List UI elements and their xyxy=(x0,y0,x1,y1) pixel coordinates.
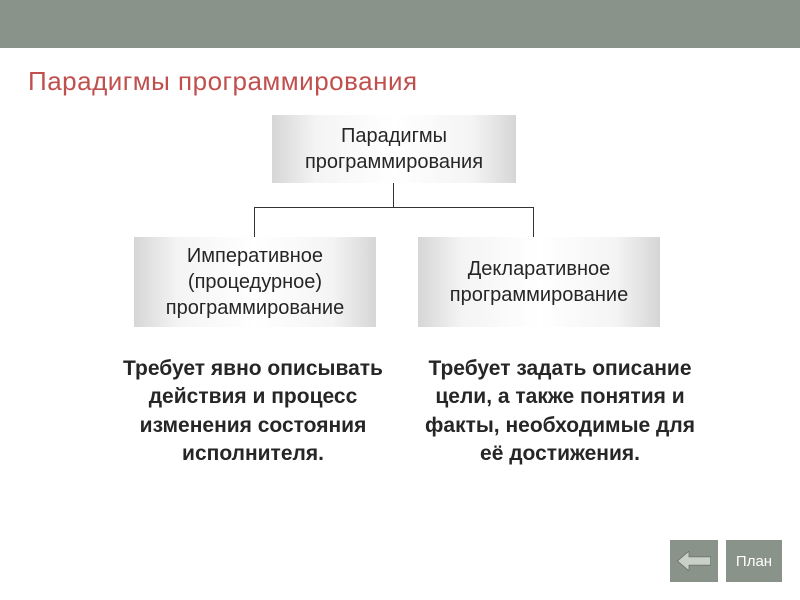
node-root-line2: программирования xyxy=(305,149,483,175)
connector xyxy=(254,207,534,208)
connector xyxy=(393,183,394,207)
connector xyxy=(254,207,255,237)
node-right: Декларативное программирование xyxy=(418,237,660,327)
node-left-line1: Императивное xyxy=(187,243,323,269)
node-left-line2: (процедурное) xyxy=(188,269,322,295)
node-root: Парадигмы программирования xyxy=(272,115,516,183)
arrow-left-icon xyxy=(677,551,711,571)
node-right-line2: программирование xyxy=(450,282,628,308)
desc-right: Требует задать описание цели, а также по… xyxy=(420,355,700,468)
top-bar xyxy=(0,0,800,48)
back-button[interactable] xyxy=(670,540,718,582)
node-right-line1: Декларативное xyxy=(468,256,611,282)
node-left-line3: программирование xyxy=(166,295,344,321)
connector xyxy=(533,207,534,237)
plan-button-label: План xyxy=(736,553,772,570)
node-left: Императивное (процедурное) программирова… xyxy=(134,237,376,327)
plan-button[interactable]: План xyxy=(726,540,782,582)
page-title: Парадигмы программирования xyxy=(0,48,800,97)
node-root-line1: Парадигмы xyxy=(341,123,447,149)
desc-left: Требует явно описывать действия и процес… xyxy=(108,355,398,468)
